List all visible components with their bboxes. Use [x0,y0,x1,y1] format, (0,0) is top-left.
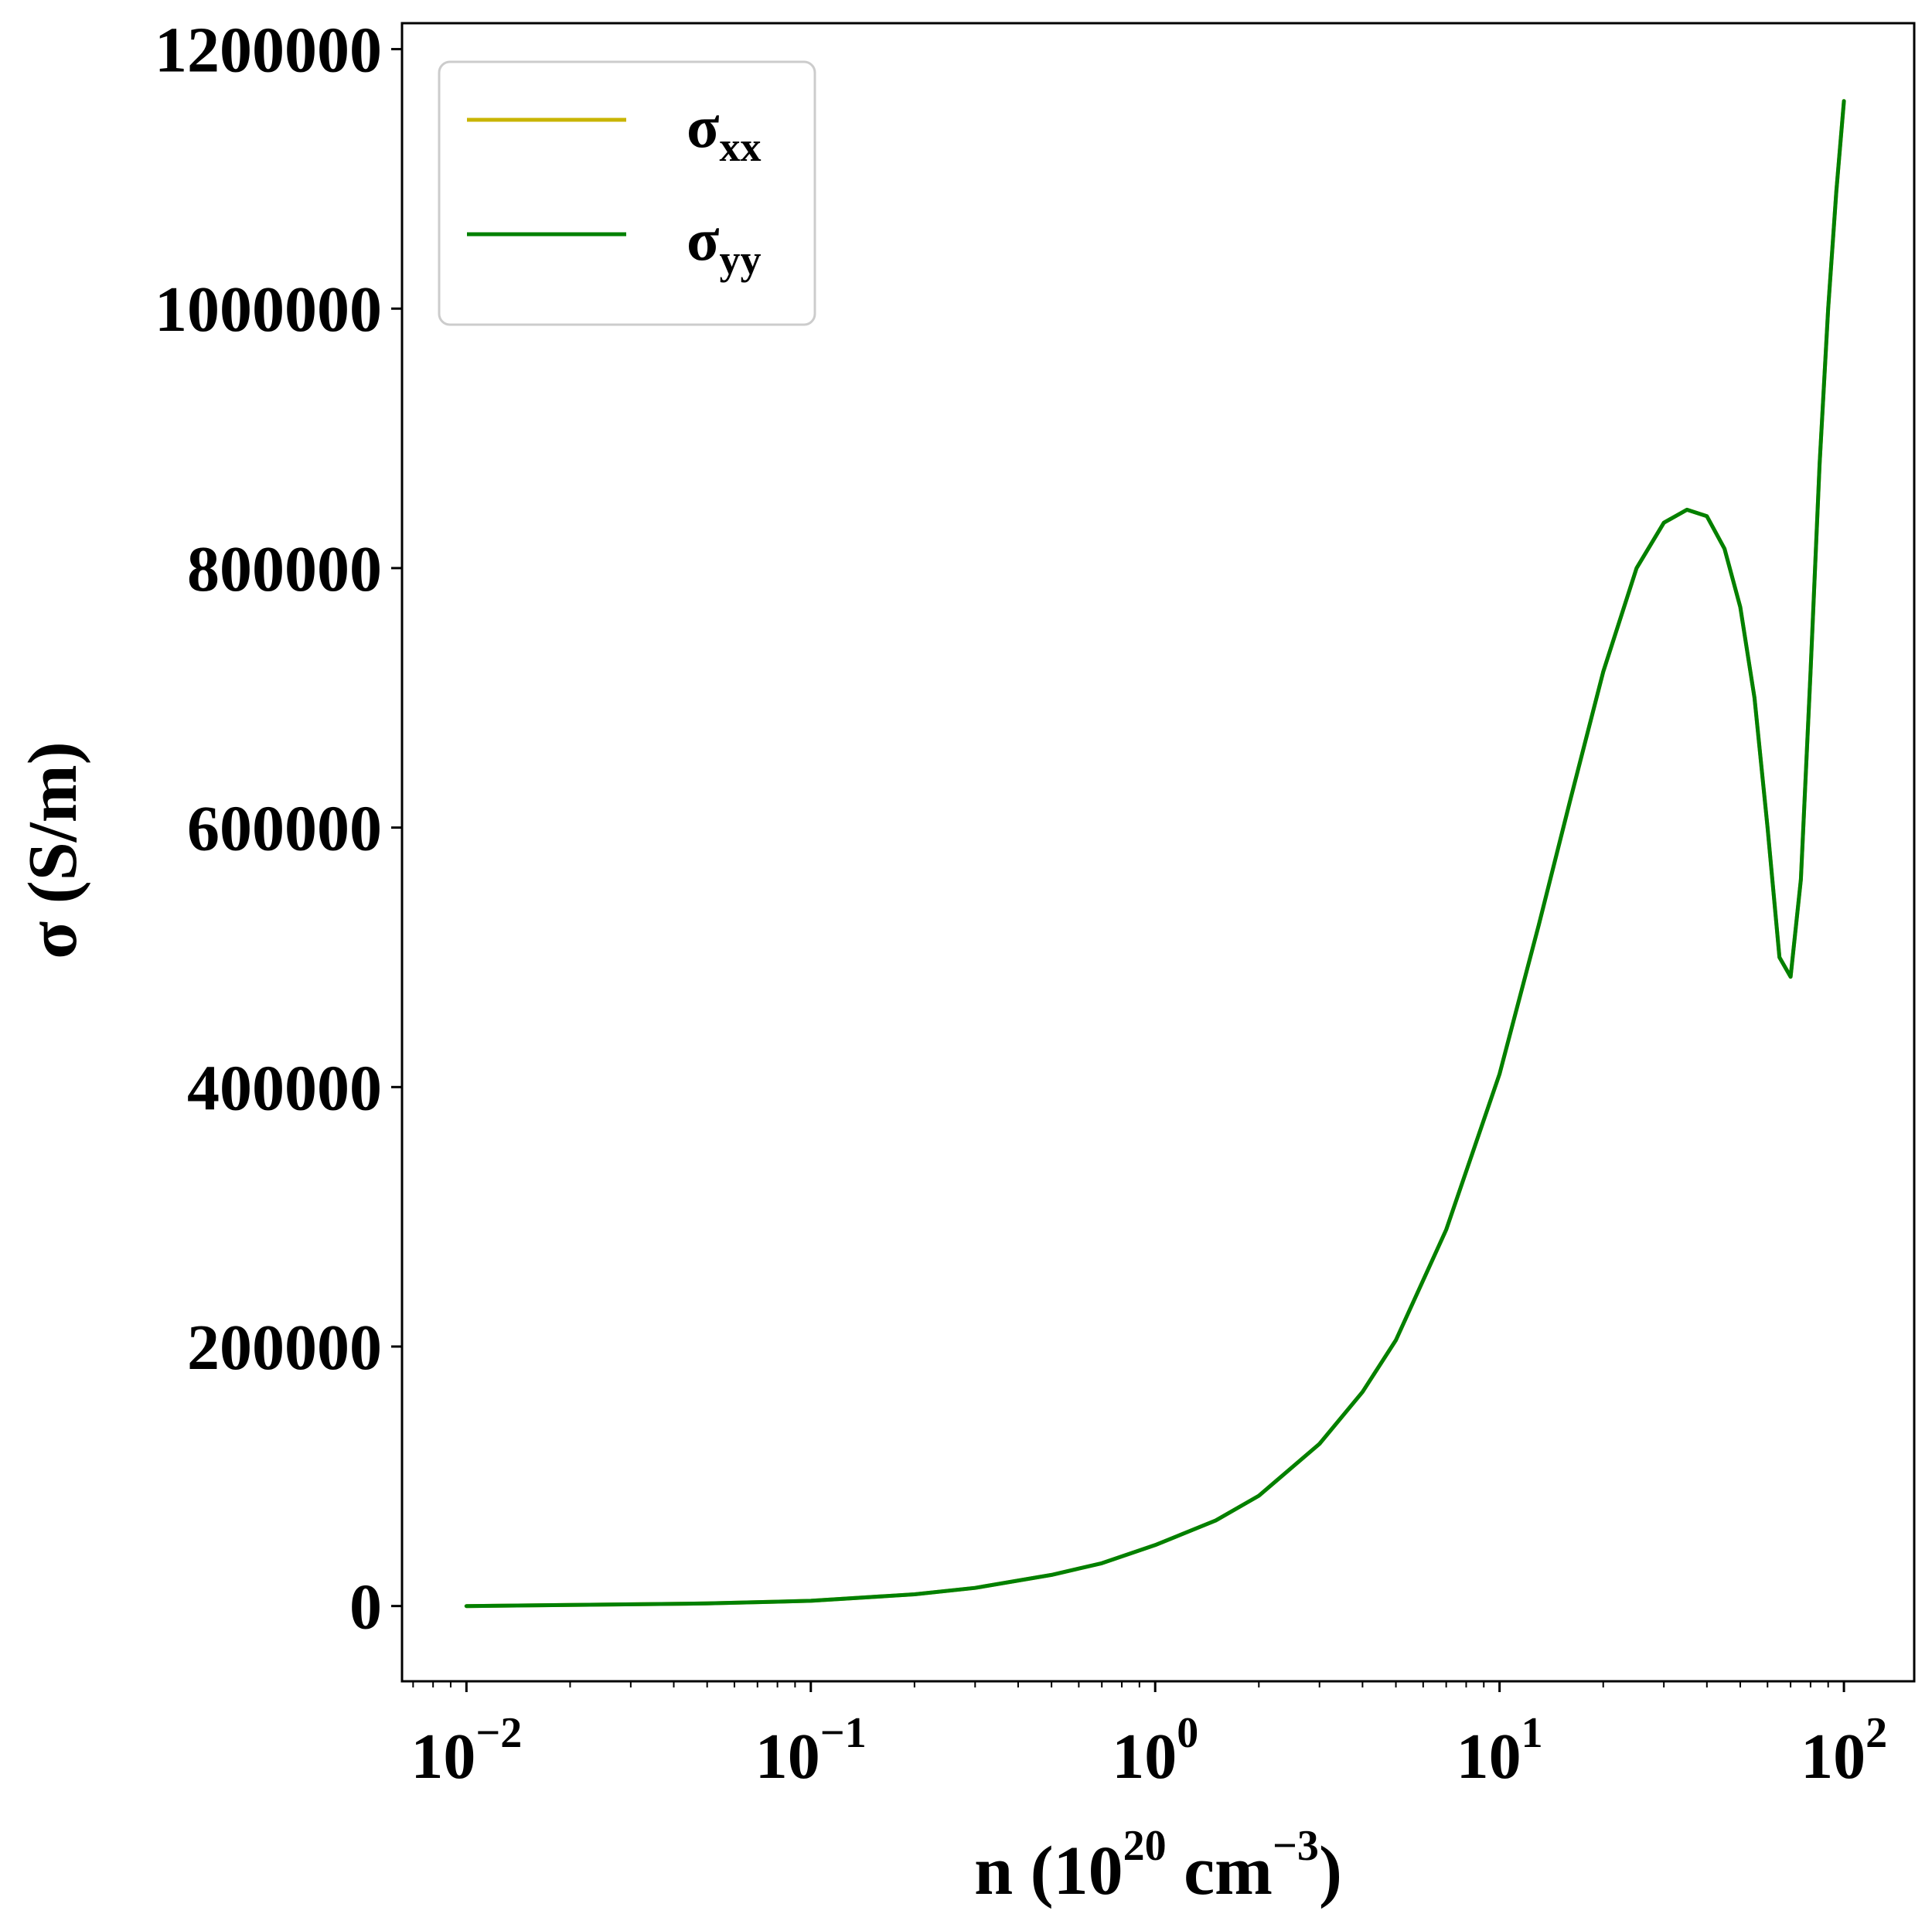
series-point-1 [1819,464,1821,465]
x-tick-label-base: 10 [1457,1721,1521,1793]
x-axis-label-mid: cm [1167,1833,1273,1909]
legend-label-sigma-xx-base: σ [687,93,719,160]
series-point-1 [1739,606,1741,608]
x-tick-label: 100 [1112,1709,1198,1793]
y-tick-label: 600000 [187,793,382,865]
x-tick-label-exp: 0 [1177,1709,1198,1757]
x-tick-label-base: 10 [1112,1721,1177,1793]
x-axis-label-sup1: 20 [1123,1822,1167,1870]
series-point-1 [810,1600,812,1602]
legend-label-sigma-xx-sub: xx [719,124,761,170]
x-tick-label: 10−2 [411,1709,522,1793]
x-tick-label: 10−1 [755,1709,867,1793]
series-point-1 [569,1604,571,1606]
series-point-1 [1843,100,1845,102]
x-tick-label-base: 10 [1801,1721,1866,1793]
ticks-layer: 0 200000 400000 600000 800000 1000000 1200000 1… [155,15,1887,1793]
x-tick-label-exp: 1 [1521,1709,1543,1757]
y-tick-label: 400000 [187,1052,382,1124]
y-tick-label: 800000 [187,533,382,605]
x-tick-label: 101 [1457,1709,1543,1793]
legend-label-sigma-yy-base: σ [687,206,719,273]
y-tick-label: 1200000 [155,15,382,87]
x-tick-label-base: 10 [411,1721,475,1793]
x-tick-label: 102 [1801,1709,1887,1793]
series-point-1 [1319,1443,1320,1445]
x-tick-label-exp: 2 [1866,1709,1887,1757]
series-point-1 [1361,1391,1363,1393]
legend: σxx σyy [438,60,816,326]
x-axis-label: n (1020 cm−3) [974,1822,1342,1909]
x-tick-label-exp: −2 [475,1709,522,1757]
series-point-1 [1779,956,1780,958]
series-point-1 [1686,509,1688,510]
series-point-1 [1810,671,1811,673]
series-point-1 [1724,548,1726,550]
series-point-1 [1636,567,1637,569]
series-point-1 [1154,1544,1156,1546]
x-axis-label-sup2: −3 [1273,1822,1319,1870]
x-tick-label-exp: −1 [820,1709,867,1757]
y-tick-label: 1000000 [155,274,382,346]
legend-box [438,60,816,326]
series-point-1 [914,1594,915,1595]
plot-frame [400,22,1916,1683]
x-axis-label-end: ) [1319,1833,1342,1909]
y-tick-label: 0 [349,1572,382,1643]
series-point-1 [1767,827,1768,829]
legend-label-sigma-yy: σyy [687,206,761,283]
x-tick-label-base: 10 [755,1721,820,1793]
legend-label-sigma-xx: σxx [687,93,761,170]
x-axis-label-base: n (10 [974,1833,1123,1909]
y-tick-label: 200000 [187,1312,382,1384]
series-layer [464,99,1846,1609]
series-point-1 [1753,697,1755,699]
legend-label-sigma-yy-sub: yy [719,237,761,283]
y-axis-label: σ (S/m) [15,741,91,959]
series-point-1 [974,1587,976,1589]
